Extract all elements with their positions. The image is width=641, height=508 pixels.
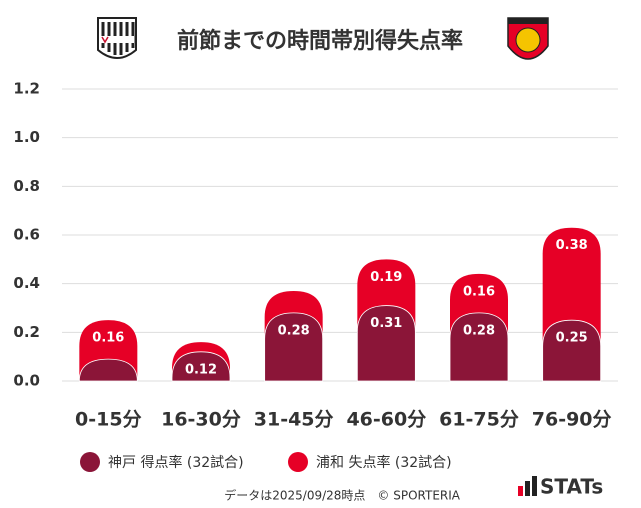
y-tick-label: 0.0 (13, 372, 40, 390)
x-tick-label: 61-75分 (439, 409, 519, 431)
value-label: 0.19 (370, 270, 402, 285)
value-label: 0.25 (556, 331, 588, 346)
value-label: 0.28 (278, 323, 310, 338)
y-tick-label: 1.0 (13, 128, 40, 146)
legend-label: 浦和 失点率 (32試合) (316, 454, 452, 471)
bar-segment (356, 305, 416, 382)
y-tick-label: 0.4 (13, 274, 40, 292)
brand: STATs (540, 475, 603, 499)
value-label: 0.12 (185, 362, 217, 377)
value-label: 0.31 (370, 316, 402, 331)
x-tick-label: 31-45分 (254, 409, 334, 431)
urawa-logo (507, 17, 549, 60)
value-label: 0.38 (556, 238, 588, 253)
y-tick-label: 1.2 (13, 80, 40, 98)
footer: データは2025/09/28時点 © SPORTERIA (224, 488, 461, 503)
bar-segment (542, 319, 602, 382)
x-tick-label: 46-60分 (346, 409, 426, 431)
x-tick-label: 16-30分 (161, 409, 241, 431)
kobe-logo (97, 17, 137, 59)
y-tick-label: 0.2 (13, 323, 40, 341)
value-label: 0.16 (92, 331, 124, 346)
x-tick-label: 0-15分 (75, 409, 142, 431)
chart-title: 前節までの時間帯別得失点率 (177, 28, 463, 54)
bar-segment (264, 312, 324, 382)
value-label: 0.28 (463, 323, 495, 338)
brand-logo: STATs (518, 475, 603, 499)
bar-segment (449, 312, 509, 382)
legend-swatch (80, 452, 100, 472)
y-tick-label: 0.6 (13, 226, 40, 244)
value-label: 0.16 (463, 284, 495, 299)
legend-swatch (288, 452, 308, 472)
y-tick-label: 0.8 (13, 177, 40, 195)
x-tick-label: 76-90分 (532, 409, 612, 431)
bar-segment (78, 358, 138, 382)
bar-segment (171, 351, 231, 382)
legend-label: 神戸 得点率 (32試合) (108, 454, 244, 471)
